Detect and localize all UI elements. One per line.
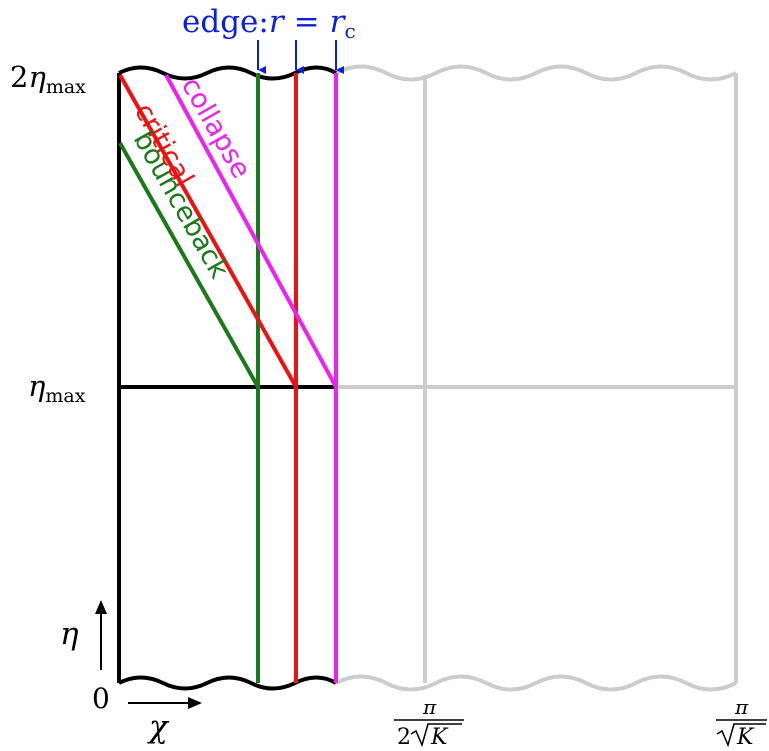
svg-text:π: π bbox=[734, 695, 749, 719]
eta-axis-label: η bbox=[60, 616, 79, 652]
black-bottom-wavy-edge bbox=[118, 675, 338, 691]
eta-axis-arrowhead bbox=[95, 600, 107, 614]
label-pi-over-2-sqrt-k: π 2 K bbox=[394, 695, 464, 750]
label-zero: 0 bbox=[92, 682, 110, 715]
grey-bottom-wavy-edge bbox=[335, 674, 737, 692]
edge-annotation: edge:r = rc bbox=[182, 4, 356, 74]
grey-extension bbox=[335, 64, 738, 692]
label-pi-over-sqrt-k: π K bbox=[716, 695, 767, 750]
bounceback-diagonal bbox=[118, 142, 260, 388]
chi-axis-label: χ bbox=[147, 709, 170, 745]
edge-label: edge:r = rc bbox=[182, 4, 356, 43]
collapse-diagonal bbox=[164, 74, 338, 388]
critical-diagonal bbox=[118, 74, 298, 388]
label-2eta-max: 2ηmax bbox=[10, 60, 86, 98]
grey-top-wavy-edge bbox=[335, 64, 737, 82]
svg-text:K: K bbox=[736, 725, 755, 750]
label-eta-max: ηmax bbox=[28, 369, 86, 407]
chi-axis-arrowhead bbox=[188, 697, 202, 709]
svg-text:2: 2 bbox=[397, 725, 411, 750]
svg-text:K: K bbox=[430, 725, 449, 750]
svg-text:π: π bbox=[422, 695, 437, 719]
black-top-wavy-edge bbox=[118, 65, 338, 81]
